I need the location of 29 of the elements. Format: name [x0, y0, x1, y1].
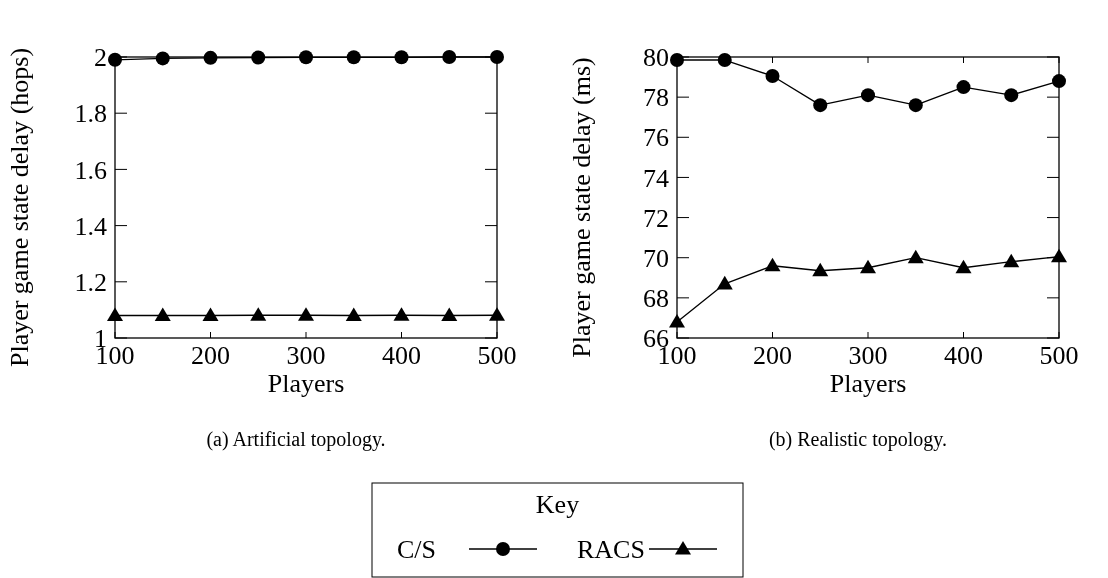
text: (b) Realistic topology. [768, 428, 948, 451]
legend-label: C/S [397, 535, 437, 565]
y-tick-label: 70 [643, 243, 669, 273]
y-axis-title: Player game state delay (hops) [5, 47, 34, 368]
x-tick-label: 400 [944, 341, 983, 370]
x-tick-label: 200 [753, 341, 792, 370]
y-tick-label: 78 [643, 83, 669, 113]
y-tick-label: 2 [94, 43, 107, 73]
y-axis-title: Player game state delay (ms) [567, 57, 596, 358]
legend-title: Key [535, 490, 580, 519]
text: (a) Artificial topology. [206, 428, 386, 451]
x-axis-title: Players [829, 369, 907, 398]
y-tick-label: 1.8 [74, 99, 107, 129]
y-tick-label: 1.6 [74, 155, 107, 185]
y-tick-label: 74 [643, 163, 669, 193]
x-tick-label: 300 [848, 341, 888, 370]
x-tick-label: 400 [382, 341, 421, 370]
x-tick-label: 300 [286, 341, 326, 370]
y-tick-label: 1.2 [74, 267, 107, 297]
y-tick-label: 80 [643, 43, 669, 73]
x-tick-label: 200 [191, 341, 230, 370]
y-tick-label: 68 [643, 283, 669, 313]
x-tick-label: 500 [477, 341, 517, 370]
legend-label: RACS [577, 535, 645, 565]
x-tick-label: 500 [1039, 341, 1079, 370]
x-axis-title: Players [267, 369, 345, 398]
y-tick-label: 1.4 [74, 211, 107, 241]
y-tick-label: 76 [643, 123, 669, 153]
y-tick-label: 72 [643, 203, 669, 233]
